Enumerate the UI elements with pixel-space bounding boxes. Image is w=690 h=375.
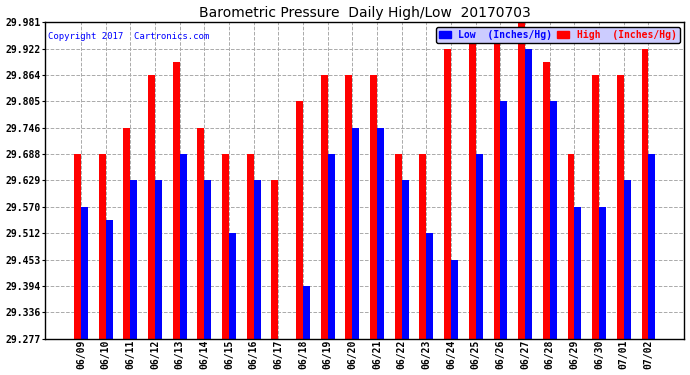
Bar [451, 260, 458, 339]
Bar [247, 154, 254, 339]
Bar [370, 75, 377, 339]
Bar [550, 101, 557, 339]
Bar [229, 233, 236, 339]
Bar [525, 49, 532, 339]
Bar [124, 128, 130, 339]
Bar [475, 154, 482, 339]
Bar [303, 286, 310, 339]
Legend: Low  (Inches/Hg), High  (Inches/Hg): Low (Inches/Hg), High (Inches/Hg) [436, 27, 680, 43]
Bar [204, 180, 211, 339]
Bar [197, 128, 204, 339]
Bar [493, 36, 500, 339]
Bar [328, 154, 335, 339]
Bar [402, 180, 408, 339]
Bar [155, 180, 162, 339]
Bar [172, 62, 179, 339]
Bar [444, 49, 451, 339]
Bar [617, 75, 624, 339]
Bar [649, 154, 655, 339]
Bar [543, 62, 550, 339]
Bar [106, 220, 112, 339]
Bar [321, 75, 328, 339]
Bar [179, 154, 186, 339]
Bar [74, 154, 81, 339]
Bar [353, 128, 359, 339]
Bar [222, 154, 229, 339]
Bar [599, 207, 606, 339]
Bar [642, 49, 649, 339]
Bar [346, 75, 353, 339]
Bar [296, 101, 303, 339]
Bar [568, 154, 575, 339]
Bar [500, 101, 507, 339]
Bar [377, 128, 384, 339]
Bar [420, 154, 426, 339]
Bar [148, 75, 155, 339]
Title: Barometric Pressure  Daily High/Low  20170703: Barometric Pressure Daily High/Low 20170… [199, 6, 531, 20]
Bar [254, 180, 261, 339]
Bar [575, 207, 582, 339]
Bar [592, 75, 599, 339]
Bar [130, 180, 137, 339]
Text: Copyright 2017  Cartronics.com: Copyright 2017 Cartronics.com [48, 32, 210, 40]
Bar [271, 180, 278, 339]
Bar [518, 22, 525, 339]
Bar [426, 233, 433, 339]
Bar [99, 154, 106, 339]
Bar [624, 180, 631, 339]
Bar [81, 207, 88, 339]
Bar [395, 154, 402, 339]
Bar [469, 36, 475, 339]
